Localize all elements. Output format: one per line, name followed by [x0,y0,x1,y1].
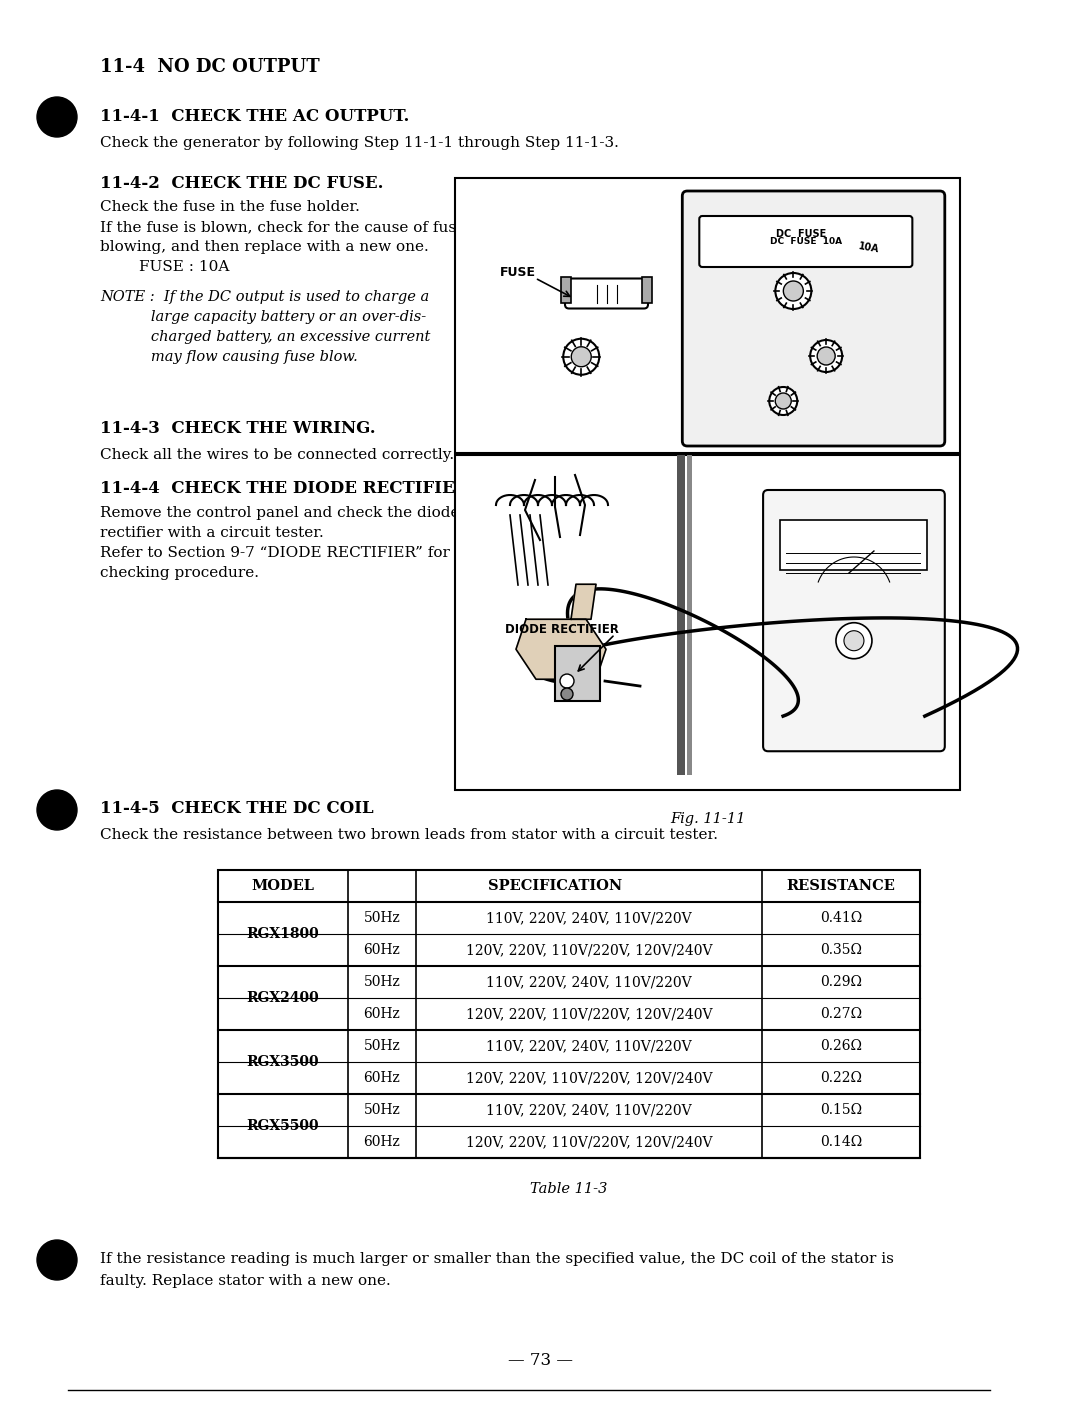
Text: 110V, 220V, 240V, 110V/220V: 110V, 220V, 240V, 110V/220V [486,1103,692,1117]
Circle shape [818,347,835,365]
Text: 110V, 220V, 240V, 110V/220V: 110V, 220V, 240V, 110V/220V [486,912,692,924]
Bar [218,869,920,1158]
Text: 120V, 220V, 110V/220V, 120V/240V: 120V, 220V, 110V/220V, 120V/240V [465,1071,712,1085]
Circle shape [843,631,864,651]
Text: 50Hz: 50Hz [364,1103,401,1117]
Polygon shape [516,619,606,679]
Text: Check the fuse in the fuse holder.: Check the fuse in the fuse holder. [100,200,360,214]
Circle shape [836,623,872,659]
Text: If the fuse is blown, check for the cause of fuse: If the fuse is blown, check for the caus… [100,220,465,234]
Text: Check the generator by following Step 11-1-1 through Step 11-1-3.: Check the generator by following Step 11… [100,137,619,149]
Text: DIODE RECTIFIER: DIODE RECTIFIER [505,623,619,635]
Circle shape [571,347,591,366]
Text: 120V, 220V, 110V/220V, 120V/240V: 120V, 220V, 110V/220V, 120V/240V [465,1136,712,1148]
Text: blowing, and then replace with a new one.: blowing, and then replace with a new one… [100,240,429,254]
Circle shape [561,674,573,688]
Text: Table 11-3: Table 11-3 [530,1182,608,1196]
Text: 0.15Ω: 0.15Ω [820,1103,862,1117]
Text: 11-4-1  CHECK THE AC OUTPUT.: 11-4-1 CHECK THE AC OUTPUT. [100,108,409,125]
Text: 0.35Ω: 0.35Ω [820,943,862,957]
Text: SPECIFICATION: SPECIFICATION [488,879,622,893]
Circle shape [775,273,811,309]
Circle shape [561,688,573,700]
Bar [642,276,652,303]
Text: 50Hz: 50Hz [364,975,401,989]
Text: may flow causing fuse blow.: may flow causing fuse blow. [100,349,357,364]
Text: 11-4-5  CHECK THE DC COIL: 11-4-5 CHECK THE DC COIL [100,800,374,817]
Text: RGX2400: RGX2400 [246,991,320,1005]
Circle shape [37,1240,77,1279]
Bar [455,455,960,790]
Text: DC  FUSE: DC FUSE [775,230,826,240]
Bar [455,178,960,454]
Text: 11-4-3  CHECK THE WIRING.: 11-4-3 CHECK THE WIRING. [100,420,376,437]
Circle shape [775,393,792,409]
FancyBboxPatch shape [565,279,648,309]
Text: Remove the control panel and check the diode: Remove the control panel and check the d… [100,506,459,520]
Text: FUSE : 10A: FUSE : 10A [100,261,229,273]
Text: MODEL: MODEL [252,879,314,893]
Text: 0.27Ω: 0.27Ω [820,1007,862,1022]
Text: charged battery, an excessive current: charged battery, an excessive current [100,330,430,344]
Text: If the resistance reading is much larger or smaller than the specified value, th: If the resistance reading is much larger… [100,1253,894,1267]
Text: checking procedure.: checking procedure. [100,566,259,581]
Circle shape [783,280,804,302]
Bar [780,520,927,571]
Bar [677,455,685,775]
Text: 0.14Ω: 0.14Ω [820,1136,862,1148]
Text: 50Hz: 50Hz [364,1038,401,1053]
Text: 60Hz: 60Hz [364,1071,401,1085]
Text: 0.41Ω: 0.41Ω [820,912,862,924]
Text: Check all the wires to be connected correctly.: Check all the wires to be connected corr… [100,448,454,462]
Circle shape [37,97,77,137]
Text: FUSE: FUSE [500,266,536,279]
Text: 50Hz: 50Hz [364,912,401,924]
Text: 60Hz: 60Hz [364,1007,401,1022]
Text: 110V, 220V, 240V, 110V/220V: 110V, 220V, 240V, 110V/220V [486,1038,692,1053]
Text: faulty. Replace stator with a new one.: faulty. Replace stator with a new one. [100,1274,391,1288]
Bar [561,276,571,303]
Text: 0.26Ω: 0.26Ω [820,1038,862,1053]
Text: Fig. 11-11: Fig. 11-11 [670,812,745,826]
Circle shape [769,387,797,416]
Text: RESISTANCE: RESISTANCE [786,879,895,893]
Text: 11-4  NO DC OUTPUT: 11-4 NO DC OUTPUT [100,58,320,76]
Text: 60Hz: 60Hz [364,1136,401,1148]
Text: — 73 —: — 73 — [508,1353,572,1370]
Text: 110V, 220V, 240V, 110V/220V: 110V, 220V, 240V, 110V/220V [486,975,692,989]
Text: DC  FUSE  10A: DC FUSE 10A [770,237,842,245]
Text: Refer to Section 9-7 “DIODE RECTIFIER” for the: Refer to Section 9-7 “DIODE RECTIFIER” f… [100,547,480,559]
FancyBboxPatch shape [764,490,945,751]
Text: Fig. 11-10: Fig. 11-10 [670,475,745,489]
Text: 10A: 10A [858,241,880,255]
Text: Check the resistance between two brown leads from stator with a circuit tester.: Check the resistance between two brown l… [100,828,718,843]
Circle shape [37,790,77,830]
Text: RGX5500: RGX5500 [246,1119,320,1133]
Text: 60Hz: 60Hz [364,943,401,957]
FancyBboxPatch shape [683,192,945,447]
Text: rectifier with a circuit tester.: rectifier with a circuit tester. [100,526,324,540]
Bar [555,647,600,702]
Polygon shape [571,585,596,619]
Text: 0.29Ω: 0.29Ω [820,975,862,989]
Circle shape [810,340,842,372]
Text: 0.22Ω: 0.22Ω [820,1071,862,1085]
Text: 11-4-2  CHECK THE DC FUSE.: 11-4-2 CHECK THE DC FUSE. [100,175,383,192]
Text: large capacity battery or an over-dis-: large capacity battery or an over-dis- [100,310,427,324]
Circle shape [564,338,599,375]
Text: RGX1800: RGX1800 [246,927,320,941]
Text: 120V, 220V, 110V/220V, 120V/240V: 120V, 220V, 110V/220V, 120V/240V [465,1007,712,1022]
Text: 11-4-4  CHECK THE DIODE RECTIFIER.: 11-4-4 CHECK THE DIODE RECTIFIER. [100,480,474,497]
FancyBboxPatch shape [700,216,913,266]
Text: RGX3500: RGX3500 [246,1055,320,1069]
Text: NOTE :  If the DC output is used to charge a: NOTE : If the DC output is used to charg… [100,290,429,304]
Text: 120V, 220V, 110V/220V, 120V/240V: 120V, 220V, 110V/220V, 120V/240V [465,943,712,957]
Bar [687,455,692,775]
